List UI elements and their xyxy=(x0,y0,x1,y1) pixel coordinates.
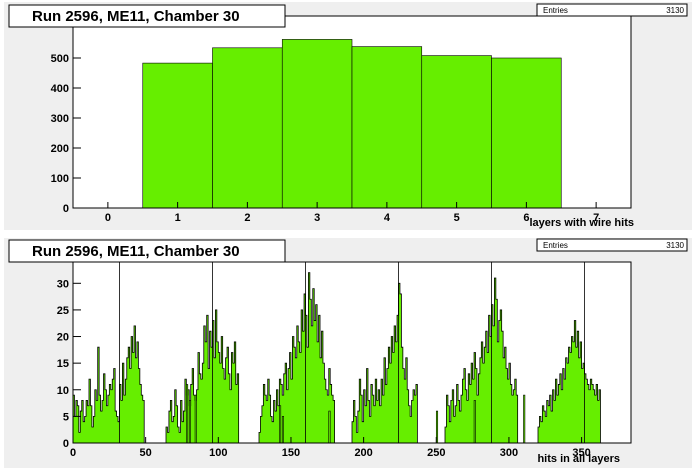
bottom-y-tick-label: 30 xyxy=(57,278,69,290)
top-stats-label: Entries xyxy=(543,6,568,15)
top-x-tick-label: 6 xyxy=(523,212,529,224)
bottom-x-tick-label: 300 xyxy=(500,447,518,459)
top-y-tick-label: 500 xyxy=(51,53,69,65)
top-pad: 0 1 2 3 4 5 6 7 0 100 200 300 400 500 Run 2596, ME11,… xyxy=(4,2,692,230)
bottom-stats-box xyxy=(536,238,688,252)
top-title-box xyxy=(8,4,286,28)
top-x-tick-label: 7 xyxy=(593,212,599,224)
top-y-tick-label: 400 xyxy=(51,83,69,95)
bottom-isolated-bin xyxy=(523,394,526,444)
bottom-x-tick-label: 0 xyxy=(70,447,76,459)
top-x-axis-title: layers with wire hits xyxy=(529,217,634,229)
bottom-isolated-bin xyxy=(279,405,282,444)
top-x-tick-label: 0 xyxy=(105,212,111,224)
bottom-y-tick-label: 5 xyxy=(63,411,69,423)
bottom-stats-value: 3130 xyxy=(666,241,684,250)
bottom-x-tick-label: 250 xyxy=(427,447,445,459)
top-bar-1 xyxy=(142,62,213,209)
bottom-stats-label: Entries xyxy=(543,241,568,250)
bottom-isolated-bin xyxy=(194,394,197,444)
top-bar-6 xyxy=(491,57,562,209)
top-bar-4 xyxy=(351,46,423,209)
bottom-x-tick-label: 100 xyxy=(209,447,227,459)
bottom-hist-cluster-6-outline xyxy=(537,320,601,443)
bottom-isolated-bin xyxy=(473,400,476,444)
bottom-hist-cluster-4-outline xyxy=(351,282,418,443)
bottom-x-tick-label: 50 xyxy=(140,447,152,459)
bottom-y-tick-label: 10 xyxy=(57,385,69,397)
bottom-hist-cluster-2-outline xyxy=(165,309,240,443)
top-bar-5 xyxy=(421,55,492,209)
top-stats-value: 3130 xyxy=(666,6,684,15)
top-y-tick-label: 200 xyxy=(51,143,69,155)
bottom-y-tick-label: 20 xyxy=(57,332,69,344)
bottom-hist-cluster-5-outline xyxy=(444,277,519,443)
top-bars xyxy=(142,39,562,209)
bottom-x-axis-title: hits in all layers xyxy=(537,453,620,465)
top-x-tick-label: 1 xyxy=(175,212,181,224)
top-x-tick-label: 5 xyxy=(454,212,460,224)
top-x-tick-label: 3 xyxy=(314,212,320,224)
top-y-tick-label: 100 xyxy=(51,173,69,185)
bottom-isolated-bin xyxy=(281,416,285,444)
top-bar-3 xyxy=(281,39,353,209)
bottom-x-tick-label: 150 xyxy=(282,447,300,459)
bottom-histogram xyxy=(72,272,601,444)
bottom-hist-cluster-1-fill xyxy=(73,325,145,443)
top-title: Run 2596, ME11, Chamber 30 xyxy=(32,8,240,25)
bottom-axes: 0 50 100 150 200 250 300 350 0 5 10 15 20 25 30 xyxy=(57,262,631,459)
bottom-marker-lines xyxy=(119,262,585,443)
top-y-tick-label: 0 xyxy=(63,203,69,215)
bottom-y-tick-label: 0 xyxy=(63,438,69,450)
top-x-tick-label: 2 xyxy=(244,212,250,224)
bottom-hist-cluster-3-outline xyxy=(258,272,335,443)
top-x-tick-label: 4 xyxy=(384,212,391,224)
bottom-y-tick-label: 25 xyxy=(57,305,69,317)
bottom-title: Run 2596, ME11, Chamber 30 xyxy=(32,243,240,260)
bottom-title-box xyxy=(8,239,286,263)
bottom-hist-cluster-1-outline xyxy=(72,325,145,443)
top-stats-box xyxy=(536,3,688,17)
bottom-x-tick-label: 350 xyxy=(572,447,590,459)
top-y-tick-label: 300 xyxy=(51,113,69,125)
top-axes: 0 1 2 3 4 5 6 7 0 100 200 300 400 500 xyxy=(51,16,631,224)
bottom-isolated-bin xyxy=(328,410,331,444)
bottom-isolated-bin xyxy=(186,384,189,444)
bottom-isolated-bin xyxy=(188,400,192,444)
bottom-hist-cluster-5-fill xyxy=(445,277,518,443)
top-bar-2 xyxy=(212,47,283,209)
bottom-x-tick-label: 200 xyxy=(354,447,372,459)
bottom-y-tick-label: 15 xyxy=(57,358,69,370)
bottom-pad: 0 50 100 150 200 250 300 350 0 5 10 15 20 25 30 Run 25… xyxy=(4,238,692,468)
